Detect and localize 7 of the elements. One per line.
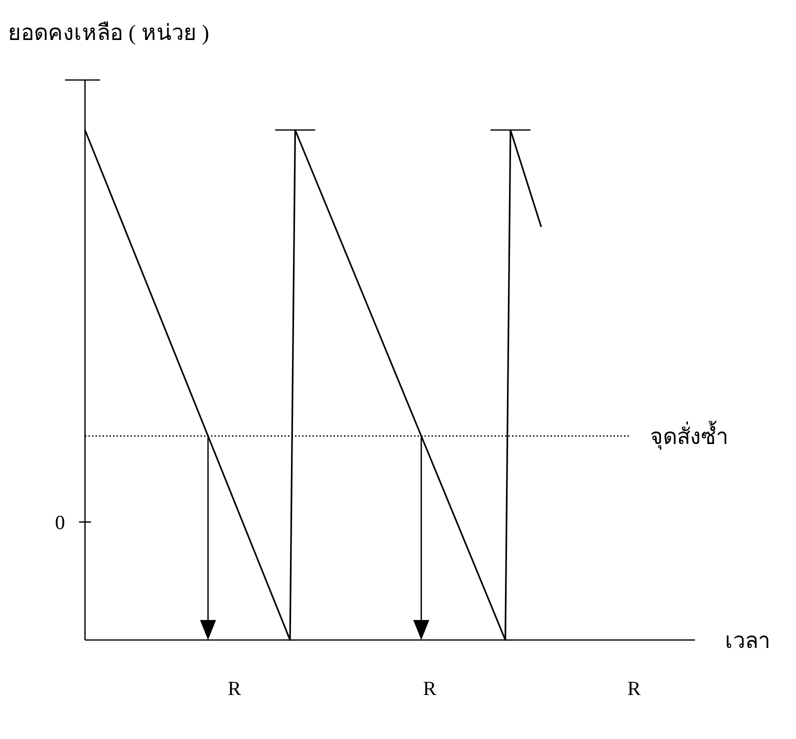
text: R (228, 678, 242, 700)
text: 0 (55, 512, 65, 534)
ref-line-label: จุดสั่งซ้ำ (650, 421, 728, 450)
text: R (422, 678, 437, 700)
text: R (627, 678, 642, 700)
x-axis-title: เวลา (725, 628, 770, 653)
y-axis-title: ยอดคงเหลือ ( หน่วย ) (8, 20, 210, 45)
